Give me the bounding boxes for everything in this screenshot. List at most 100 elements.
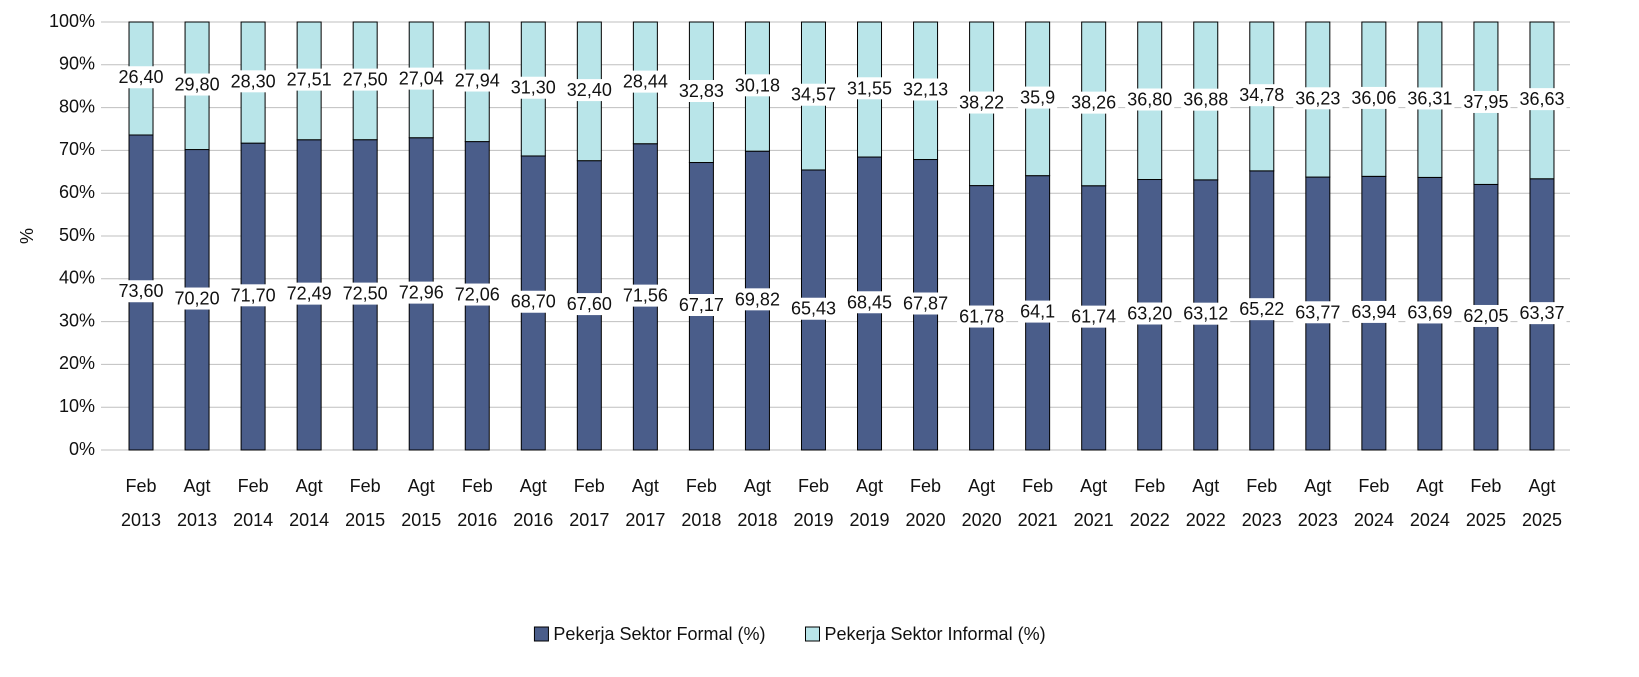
x-tick-label: Agt 2025 [1522,476,1562,530]
data-label-background [1069,305,1119,328]
y-tick-label: 80% [59,96,95,116]
data-label: 36,80 [1127,90,1172,110]
x-tick-label: Agt 2021 [1074,476,1114,530]
y-tick-label: 100% [49,11,95,31]
data-label: 32,83 [679,81,724,101]
data-label-background [1018,300,1058,323]
data-label-background [340,68,390,91]
data-label-background [1349,86,1399,109]
data-label-background [116,66,166,89]
data-label-background [1181,302,1231,325]
data-label-group: 38,22 [957,91,1007,114]
x-tick-label: Feb 2016 [457,476,497,530]
data-label-group: 72,06 [452,283,502,306]
data-label: 27,50 [343,70,388,90]
data-label-group: 36,06 [1349,86,1399,109]
data-label: 30,18 [735,75,780,95]
data-label: 63,94 [1351,302,1396,322]
data-label-group: 65,22 [1237,298,1287,321]
data-label: 72,50 [343,284,388,304]
x-tick-label: Feb 2015 [345,476,385,530]
x-tick-label: Feb 2021 [1018,476,1058,530]
data-label: 38,26 [1071,93,1116,113]
data-label-group: 63,12 [1181,302,1231,325]
data-label-background [396,281,446,304]
data-label-group: 70,20 [172,287,222,310]
data-label-group: 38,26 [1069,91,1119,114]
x-tick-label: Feb 2023 [1242,476,1282,530]
data-label: 32,40 [567,80,612,100]
data-label: 34,78 [1239,85,1284,105]
y-tick-label: 10% [59,396,95,416]
data-label-background [396,67,446,90]
x-tick-label: Agt 2013 [177,476,217,530]
data-label: 27,04 [399,69,444,89]
data-label: 63,69 [1407,302,1452,322]
data-label-group: 31,30 [508,76,558,99]
data-label: 67,17 [679,295,724,315]
data-label-background [1293,301,1343,324]
data-label-group: 67,17 [676,294,726,317]
data-label-group: 29,80 [172,73,222,96]
data-label-group: 71,56 [620,284,670,307]
data-label-group: 36,63 [1517,88,1567,111]
data-label: 27,94 [455,71,500,91]
data-label: 64,1 [1020,302,1055,322]
data-label-background [228,284,278,307]
data-label-background [620,284,670,307]
data-label-group: 68,45 [844,291,895,314]
data-label-group: 69,82 [732,288,782,311]
x-tick-label: Feb 2025 [1466,476,1506,530]
data-label: 31,55 [847,78,892,98]
y-tick-label: 0% [69,439,95,459]
data-label-group: 63,37 [1517,302,1567,325]
data-label-background [1405,87,1455,110]
data-label: 32,13 [903,80,948,100]
data-label-background [957,91,1007,114]
y-tick-label: 90% [59,54,95,74]
data-label: 63,77 [1295,302,1340,322]
data-label-background [1018,86,1058,109]
data-label: 72,49 [287,284,332,304]
x-tick-label: Feb 2018 [681,476,721,530]
data-label: 67,87 [903,294,948,314]
y-tick-label: 40% [59,268,95,288]
y-axis-label: % [17,228,37,244]
legend-label: Pekerja Sektor Formal (%) [553,624,765,644]
data-label: 35,9 [1020,88,1055,108]
data-label-background [1181,88,1231,111]
x-tick-label: Feb 2017 [569,476,609,530]
y-tick-label: 20% [59,353,95,373]
data-label-background [732,74,782,97]
legend-label: Pekerja Sektor Informal (%) [824,624,1045,644]
data-label-background [1237,298,1287,321]
x-tick-label: Agt 2024 [1410,476,1450,530]
data-label-group: 72,50 [340,282,390,305]
x-tick-label: Feb 2019 [793,476,833,530]
x-tick-label: Agt 2020 [962,476,1002,530]
legend-swatch [533,626,549,642]
data-label-group: 37,95 [1461,90,1511,113]
data-label-group: 27,50 [340,68,390,91]
data-label-background [1237,84,1287,107]
data-label-background [508,290,558,313]
data-label-background [284,282,334,305]
data-label-background [620,70,670,93]
x-tick-label: Agt 2022 [1186,476,1226,530]
data-label: 65,22 [1239,299,1284,319]
data-label-group: 32,13 [901,78,951,101]
data-label: 37,95 [1463,92,1508,112]
data-label: 69,82 [735,289,780,309]
x-tick-label: Agt 2023 [1298,476,1338,530]
data-label-background [1293,87,1343,110]
data-label-background [452,69,502,92]
data-label-group: 63,77 [1293,301,1343,324]
data-label-background [1125,302,1175,325]
data-label: 34,57 [791,85,836,105]
data-label-group: 30,18 [732,74,782,97]
data-label-background [788,83,839,106]
data-label-group: 35,9 [1018,86,1058,109]
legend-swatch [804,626,820,642]
data-label-background [676,294,726,317]
x-tick-label: Feb 2024 [1354,476,1394,530]
